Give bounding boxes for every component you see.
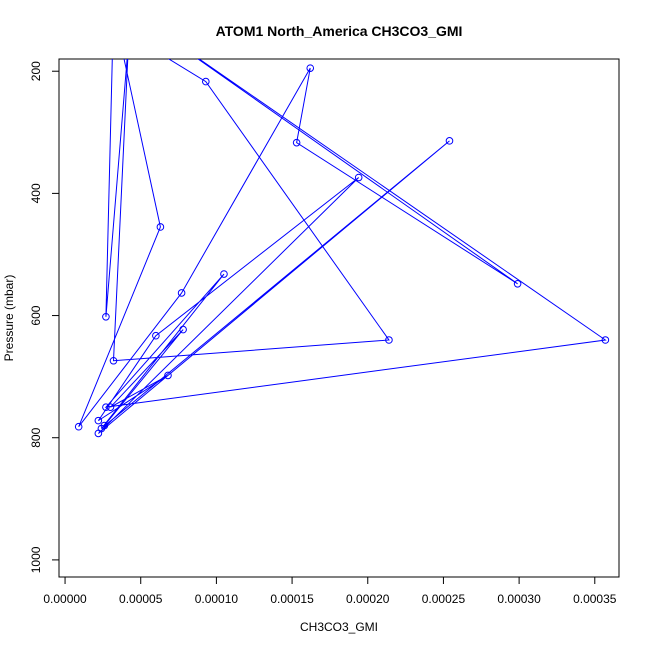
x-tick-label: 0.00005 xyxy=(119,592,163,606)
series-layer xyxy=(74,59,610,438)
data-point xyxy=(74,422,83,431)
y-axis-label: Pressure (mbar) xyxy=(2,275,16,362)
x-axis-label: CH3CO3_GMI xyxy=(300,620,378,634)
x-tick-label: 0.00000 xyxy=(43,592,87,606)
data-point xyxy=(152,331,160,340)
x-tick-label: 0.00025 xyxy=(422,592,466,606)
plot-frame xyxy=(58,58,620,578)
series-line xyxy=(78,59,607,434)
data-point xyxy=(164,371,172,380)
data-point xyxy=(306,64,315,72)
y-tick-label: 600 xyxy=(29,305,43,325)
data-point xyxy=(202,77,210,86)
data-point xyxy=(601,336,610,344)
y-axis: 200 400 600 800 1000 xyxy=(29,61,60,573)
data-point xyxy=(102,403,110,411)
y-tick-label: 200 xyxy=(29,61,43,81)
chart-title: ATOM1 North_America CH3CO3_GMI xyxy=(216,23,463,39)
data-point xyxy=(513,279,522,288)
x-tick-label: 0.00035 xyxy=(573,592,617,606)
data-point xyxy=(156,223,165,231)
y-tick-label: 800 xyxy=(29,427,43,447)
data-point xyxy=(179,325,187,334)
data-point xyxy=(177,289,186,297)
data-point xyxy=(100,421,109,430)
data-point xyxy=(385,336,393,344)
x-tick-label: 0.00030 xyxy=(497,592,541,606)
x-tick-label: 0.00020 xyxy=(346,592,390,606)
data-point xyxy=(94,416,103,425)
data-point xyxy=(94,429,103,438)
x-tick-label: 0.00015 xyxy=(270,592,314,606)
data-point xyxy=(109,356,118,365)
data-point xyxy=(106,403,115,411)
data-point xyxy=(445,137,454,145)
y-tick-label: 400 xyxy=(29,183,43,203)
y-tick-label: 1000 xyxy=(29,546,43,573)
data-point xyxy=(354,173,363,182)
data-point xyxy=(292,138,301,147)
data-point xyxy=(102,312,110,321)
data-point xyxy=(220,270,228,278)
x-tick-label: 0.00010 xyxy=(195,592,239,606)
x-axis: 0.00000 0.00005 0.00010 0.00015 0.00020 0.000… xyxy=(43,576,617,606)
